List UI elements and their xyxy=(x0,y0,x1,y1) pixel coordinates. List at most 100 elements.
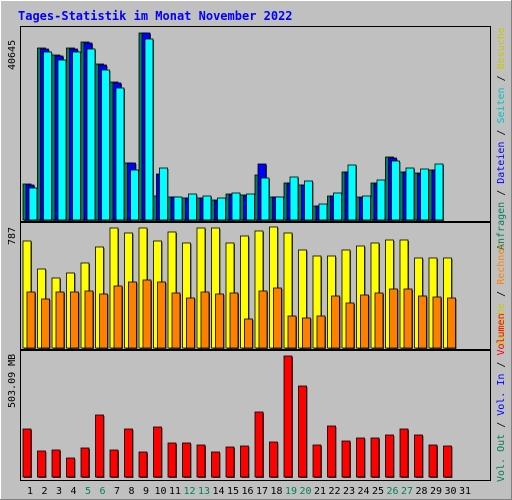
x-tick-label-day-8: 8 xyxy=(128,486,134,497)
top-bar-seiten-day-14 xyxy=(217,197,226,221)
legend-top: Anfragen / Dateien / Seiten / Besuche xyxy=(496,27,507,250)
middle-bar-rechner-day-17 xyxy=(258,290,268,349)
panel-middle-frame xyxy=(20,222,491,350)
legend-middle-part-1: / xyxy=(496,285,507,303)
top-bar-seiten-day-28 xyxy=(420,168,429,221)
top-bar-seiten-day-19 xyxy=(289,176,299,221)
bottom-bar-volumen-day-15 xyxy=(225,446,235,478)
middle-bar-rechner-day-8 xyxy=(128,281,137,349)
legend-middle-part-0: Besuche xyxy=(496,303,507,345)
top-bar-seiten-day-5 xyxy=(86,48,96,221)
x-tick-label-day-26: 26 xyxy=(386,486,398,497)
middle-bar-rechner-day-5 xyxy=(84,290,94,349)
legend-top-part-1: / xyxy=(496,184,507,202)
x-tick-label-day-12: 12 xyxy=(183,486,195,497)
middle-bar-rechner-day-28 xyxy=(418,295,427,349)
bottom-bar-volumen-day-26 xyxy=(385,434,394,478)
middle-bar-rechner-day-2 xyxy=(41,298,50,349)
top-bar-seiten-day-15 xyxy=(231,192,241,221)
top-bar-seiten-day-11 xyxy=(173,196,183,221)
bottom-bar-volumen-day-28 xyxy=(414,434,423,478)
x-tick-label-day-20: 20 xyxy=(299,486,311,497)
panel-bottom-frame xyxy=(20,350,491,481)
top-bar-seiten-day-16 xyxy=(246,193,255,221)
bottom-bar-volumen-day-6 xyxy=(95,414,104,478)
x-tick-label-day-21: 21 xyxy=(314,486,326,497)
bottom-bar-volumen-day-22 xyxy=(327,425,336,478)
top-bar-seiten-day-2 xyxy=(43,51,52,221)
bottom-bar-volumen-day-2 xyxy=(37,450,46,478)
x-tick-label-day-27: 27 xyxy=(401,486,413,497)
x-tick-label-day-22: 22 xyxy=(328,486,340,497)
bottom-bar-volumen-day-23 xyxy=(341,440,351,478)
legend-bottom-part-3: / xyxy=(496,356,507,374)
top-bar-seiten-day-29 xyxy=(434,163,444,221)
bottom-bar-volumen-day-4 xyxy=(66,457,75,478)
x-tick-label-day-18: 18 xyxy=(270,486,282,497)
bottom-bar-volumen-day-27 xyxy=(399,428,409,478)
bottom-bar-volumen-day-24 xyxy=(356,437,365,478)
x-tick-label-day-25: 25 xyxy=(372,486,384,497)
middle-bar-rechner-day-21 xyxy=(316,315,326,349)
legend-top-part-2: Dateien xyxy=(496,142,507,184)
legend-top-part-6: Besuche xyxy=(496,27,507,69)
top-bar-seiten-day-21 xyxy=(318,203,328,221)
bottom-bar-volumen-day-9 xyxy=(138,451,148,478)
legend-bottom-part-0: Vol. Out xyxy=(496,434,507,482)
bottom-bar-volumen-day-11 xyxy=(167,442,177,478)
x-tick-label-day-7: 7 xyxy=(114,486,120,497)
x-tick-label-day-14: 14 xyxy=(212,486,224,497)
bottom-bar-volumen-day-25 xyxy=(370,437,380,478)
middle-bar-rechner-day-22 xyxy=(331,295,340,349)
legend-bottom-part-1: / xyxy=(496,416,507,434)
top-bar-seiten-day-22 xyxy=(333,192,342,221)
middle-bar-rechner-day-20 xyxy=(302,317,311,349)
bottom-max-label: 503.09 MB xyxy=(7,354,18,408)
bottom-bar-volumen-day-30 xyxy=(443,445,452,478)
x-tick-label-day-9: 9 xyxy=(143,486,149,497)
chart-title: Tages-Statistik im Monat November 2022 xyxy=(18,9,293,23)
legend-top-part-3: / xyxy=(496,124,507,142)
legend-bottom: Vol. Out / Vol. In / Volumen xyxy=(496,313,507,482)
middle-bar-rechner-day-24 xyxy=(360,294,369,349)
top-bar-seiten-day-24 xyxy=(362,195,371,221)
x-tick-label-day-30: 30 xyxy=(444,486,456,497)
bottom-bar-volumen-day-19 xyxy=(283,355,293,478)
bottom-bar-volumen-day-21 xyxy=(312,444,322,478)
bottom-bar-volumen-day-10 xyxy=(153,426,162,478)
top-bar-seiten-day-18 xyxy=(275,196,284,221)
bottom-bar-volumen-day-13 xyxy=(196,444,206,478)
middle-bar-rechner-day-4 xyxy=(70,291,79,349)
x-tick-label-day-1: 1 xyxy=(27,486,33,497)
x-tick-label-day-4: 4 xyxy=(70,486,76,497)
top-bar-seiten-day-10 xyxy=(159,167,168,221)
middle-max-label: 787 xyxy=(7,227,18,245)
top-bar-seiten-day-25 xyxy=(376,179,386,221)
middle-bar-rechner-day-6 xyxy=(99,293,108,349)
middle-bar-rechner-day-3 xyxy=(55,291,65,349)
middle-bar-rechner-day-10 xyxy=(157,281,166,349)
x-tick-label-day-24: 24 xyxy=(357,486,369,497)
legend-middle-part-2: Rechner xyxy=(496,243,507,285)
top-bar-seiten-day-12 xyxy=(188,193,197,221)
middle-bar-rechner-day-1 xyxy=(26,291,36,349)
middle-bar-rechner-day-14 xyxy=(215,293,224,349)
middle-bar-rechner-day-29 xyxy=(432,296,442,349)
bottom-bar-volumen-day-1 xyxy=(22,428,32,478)
top-bar-seiten-day-26 xyxy=(391,160,400,221)
top-bar-seiten-day-27 xyxy=(405,167,415,221)
middle-bar-rechner-day-12 xyxy=(186,297,195,349)
x-tick-label-day-29: 29 xyxy=(430,486,442,497)
legend-middle: Besuche / Rechner xyxy=(496,243,507,345)
x-tick-label-day-28: 28 xyxy=(415,486,427,497)
legend-bottom-part-4: Volumen xyxy=(496,313,507,355)
x-tick-label-day-2: 2 xyxy=(41,486,47,497)
top-bar-seiten-day-3 xyxy=(57,59,67,221)
x-tick-label-day-16: 16 xyxy=(241,486,253,497)
top-max-label: 40645 xyxy=(7,40,18,70)
bottom-bar-volumen-day-14 xyxy=(211,451,220,478)
middle-bar-rechner-day-15 xyxy=(229,292,239,349)
top-bar-seiten-day-17 xyxy=(260,177,270,221)
legend-bottom-part-2: Vol. In xyxy=(496,374,507,416)
